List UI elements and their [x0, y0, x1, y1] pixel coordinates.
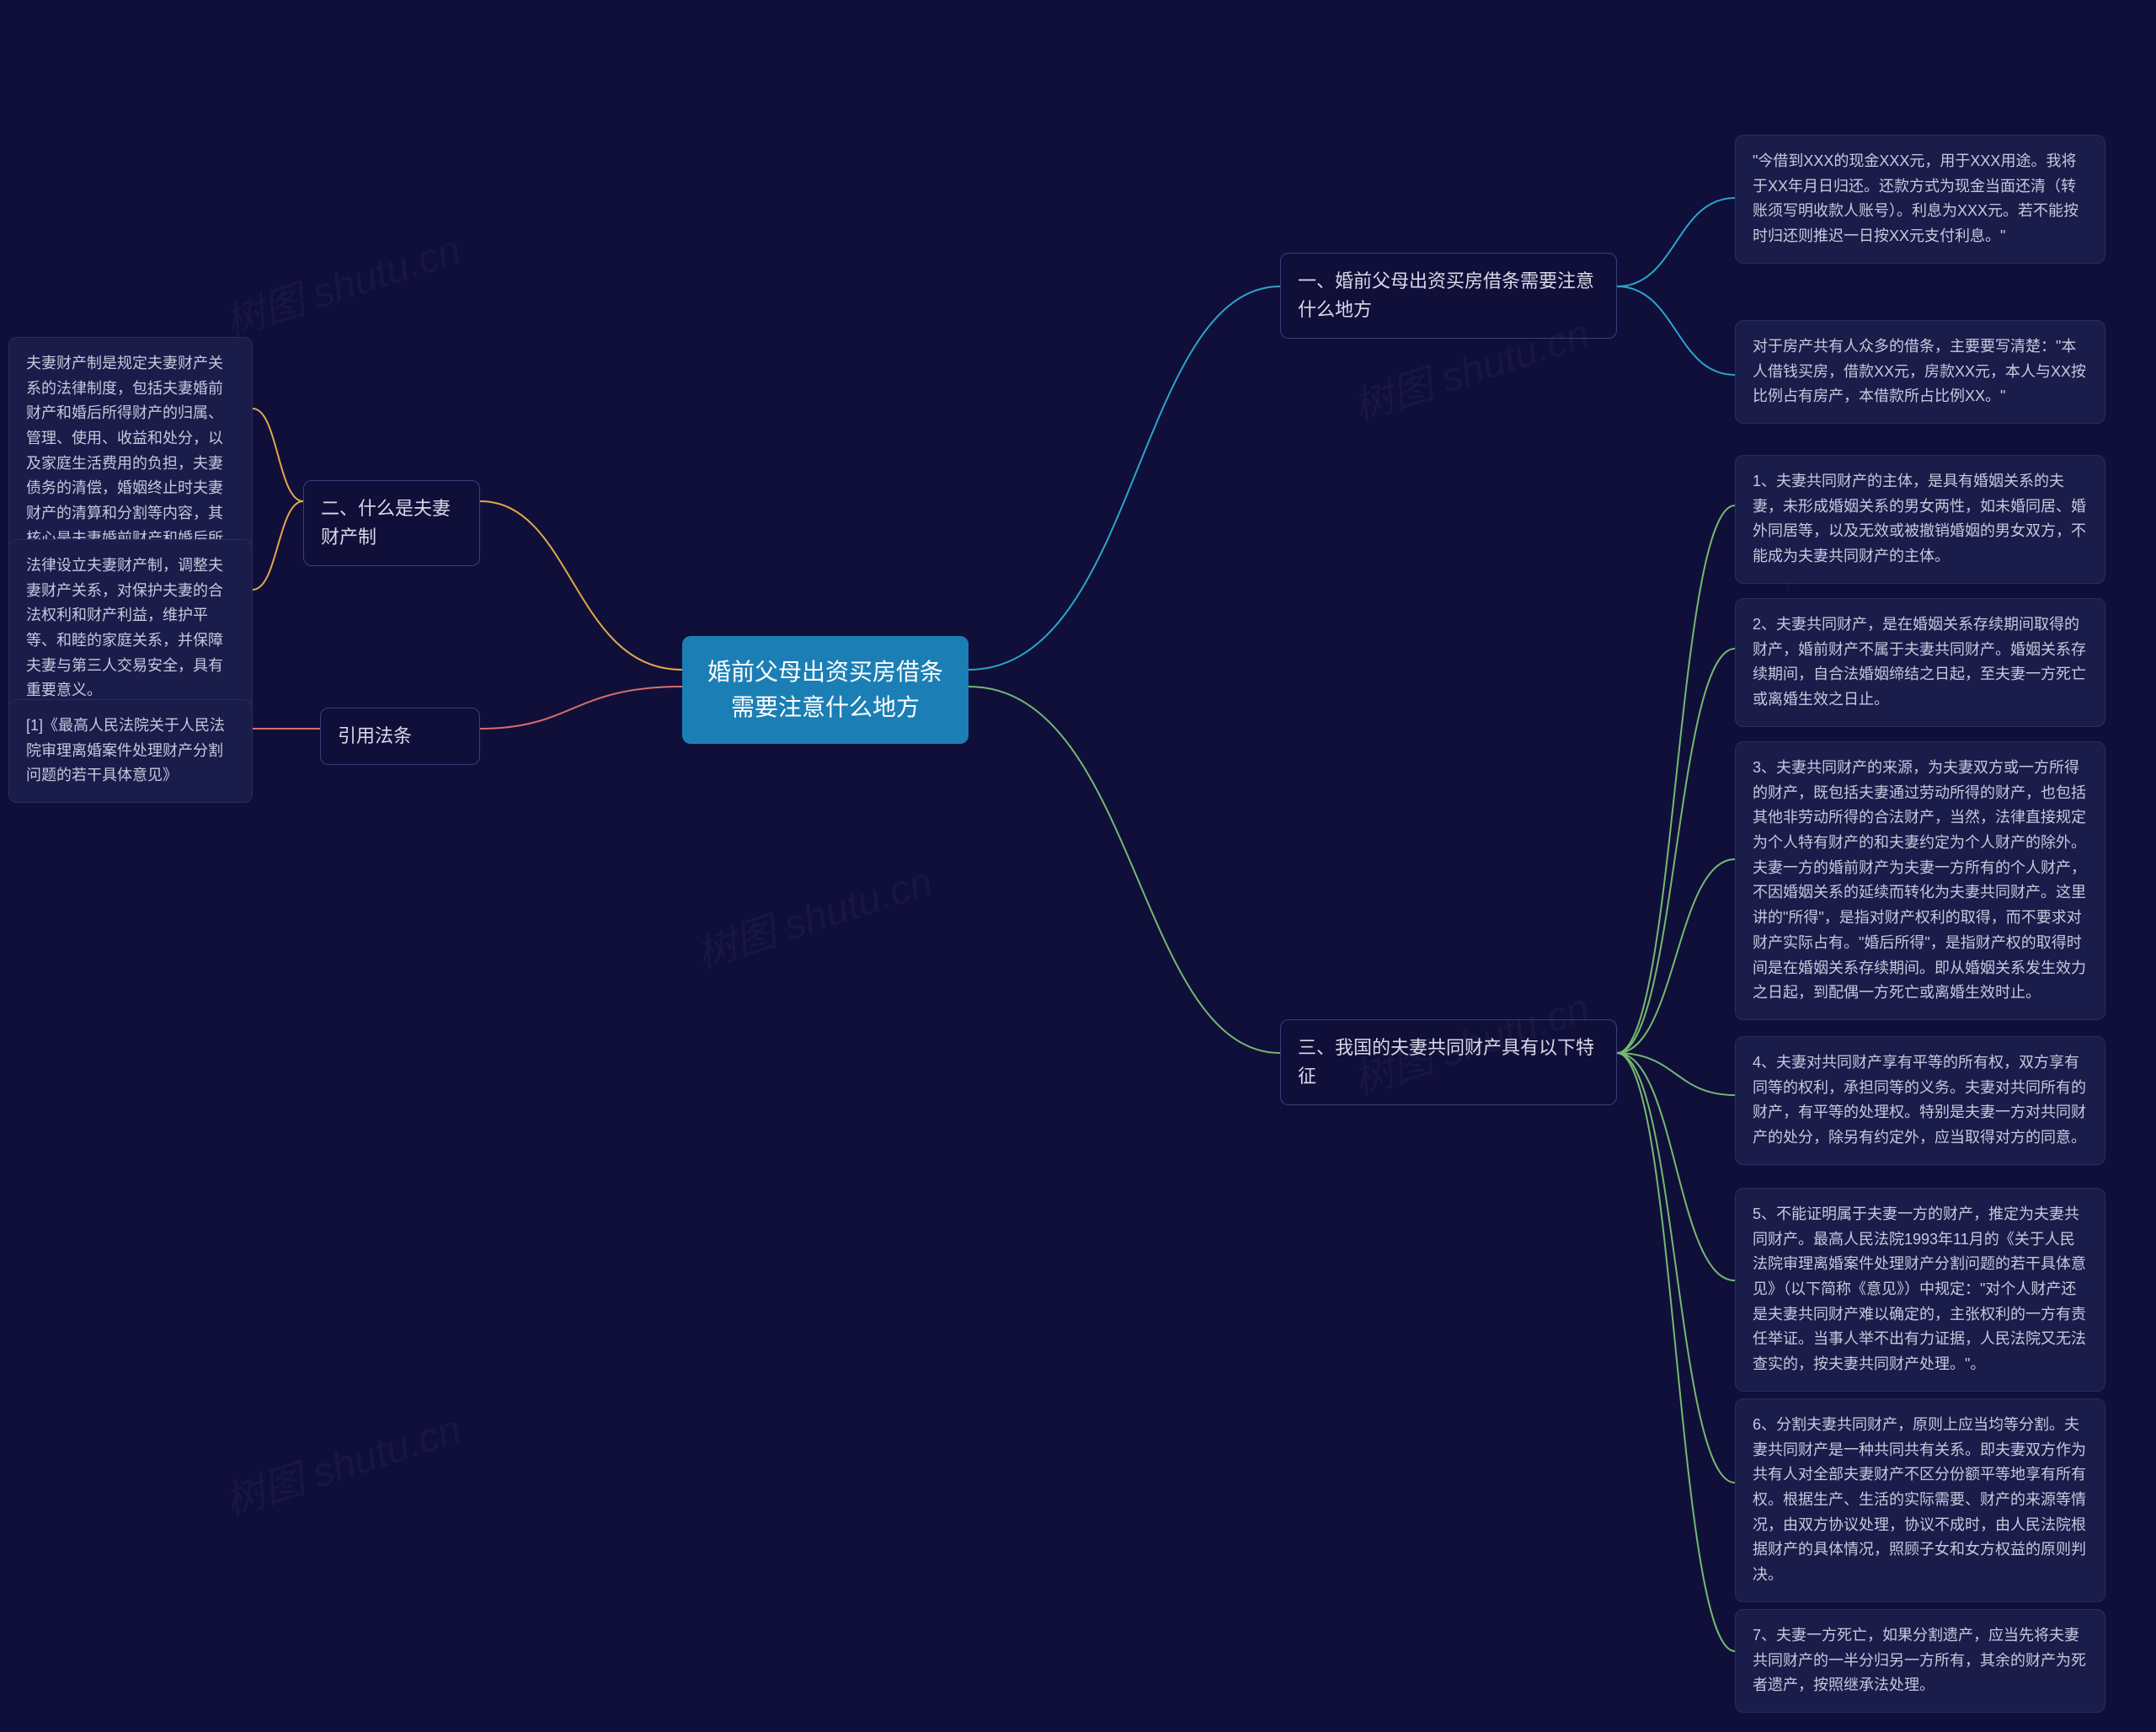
leaf-b3-1: 1、夫妻共同财产的主体，是具有婚姻关系的夫妻，未形成婚姻关系的男女两性，如未婚同… — [1735, 455, 2105, 584]
branch-3: 三、我国的夫妻共同财产具有以下特征 — [1280, 1019, 1617, 1105]
branch-2: 二、什么是夫妻财产制 — [303, 480, 480, 566]
center-node: 婚前父母出资买房借条需要注意什么地方 — [682, 636, 969, 744]
leaf-b4-1: [1]《最高人民法院关于人民法院审理离婚案件处理财产分割问题的若干具体意见》 — [8, 699, 253, 803]
leaf-b3-3: 3、夫妻共同财产的来源，为夫妻双方或一方所得的财产，既包括夫妻通过劳动所得的财产… — [1735, 741, 2105, 1020]
leaf-b2-2: 法律设立夫妻财产制，调整夫妻财产关系，对保护夫妻的合法权利和财产利益，维护平等、… — [8, 539, 253, 718]
watermark: 树图 shutu.cn — [687, 848, 938, 980]
leaf-b3-4: 4、夫妻对共同财产享有平等的所有权，双方享有同等的权利，承担同等的义务。夫妻对共… — [1735, 1036, 2105, 1165]
leaf-b3-2: 2、夫妻共同财产，是在婚姻关系存续期间取得的财产，婚前财产不属于夫妻共同财产。婚… — [1735, 598, 2105, 727]
leaf-b3-5: 5、不能证明属于夫妻一方的财产，推定为夫妻共同财产。最高人民法院1993年11月… — [1735, 1188, 2105, 1392]
leaf-b1-1: "今借到XXX的现金XXX元，用于XXX用途。我将于XX年月日归还。还款方式为现… — [1735, 135, 2105, 264]
leaf-b3-6: 6、分割夫妻共同财产，原则上应当均等分割。夫妻共同财产是一种共同共有关系。即夫妻… — [1735, 1398, 2105, 1602]
leaf-b3-7: 7、夫妻一方死亡，如果分割遗产，应当先将夫妻共同财产的一半分归另一方所有，其余的… — [1735, 1609, 2105, 1713]
watermark: 树图 shutu.cn — [216, 1396, 467, 1527]
watermark: 树图 shutu.cn — [216, 216, 467, 348]
leaf-b1-2: 对于房产共有人众多的借条，主要要写清楚："本人借钱买房，借款XX元，房款XX元，… — [1735, 320, 2105, 424]
branch-1: 一、婚前父母出资买房借条需要注意什么地方 — [1280, 253, 1617, 339]
branch-4: 引用法条 — [320, 708, 480, 765]
